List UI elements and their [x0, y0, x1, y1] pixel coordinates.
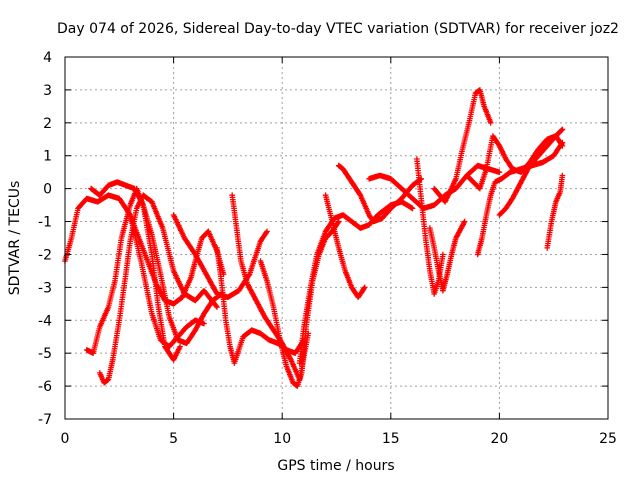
plot-frame	[64, 56, 609, 420]
data-series-sat-p	[431, 87, 494, 205]
y-tick-label: -5	[38, 346, 52, 362]
data-series-sat-f	[170, 212, 270, 300]
data-series-sat-c	[83, 185, 183, 363]
tick-labels: 0 5 10 15 20 25 -7 -6 -5 -4 -3 -2 -1 0 1 2 3 4	[38, 50, 617, 447]
y-tick-label: 0	[43, 182, 52, 198]
x-tick-label: 20	[490, 431, 508, 447]
x-tick-label: 5	[169, 431, 178, 447]
y-tick-label: -6	[38, 379, 52, 395]
y-tick-label: -1	[38, 215, 52, 231]
y-tick-label: 1	[43, 149, 52, 165]
x-tick-label: 0	[61, 431, 70, 447]
data-series-sat-l	[335, 162, 424, 225]
y-tick-label: -7	[38, 412, 52, 428]
y-tick-label: 2	[43, 116, 52, 132]
data-series-sat-t	[544, 172, 566, 251]
data-series-sat-d	[97, 192, 220, 386]
x-tick-label: 25	[599, 431, 617, 447]
y-tick-label: -4	[38, 313, 52, 329]
y-axis-label: SDTVAR / TECUs	[7, 181, 23, 296]
x-axis-label: GPS time / hours	[277, 458, 394, 474]
x-tick-label: 15	[382, 431, 400, 447]
data-series-sat-n	[414, 156, 446, 297]
x-tick-label: 10	[273, 431, 291, 447]
chart-title: Day 074 of 2026, Sidereal Day-to-day VTE…	[57, 21, 619, 37]
data-series-sat-k	[322, 192, 368, 300]
data-points	[62, 87, 566, 389]
data-series-sat-s	[496, 126, 566, 218]
y-tick-label: -3	[38, 280, 52, 296]
data-series-sat-e	[127, 212, 227, 307]
y-tick-label: -2	[38, 247, 52, 263]
data-series-sat-o	[427, 218, 468, 294]
y-tick-label: 4	[43, 50, 52, 66]
y-tick-label: 3	[43, 83, 52, 99]
axis-ticks	[64, 56, 609, 420]
data-series-sat-g	[214, 245, 307, 366]
